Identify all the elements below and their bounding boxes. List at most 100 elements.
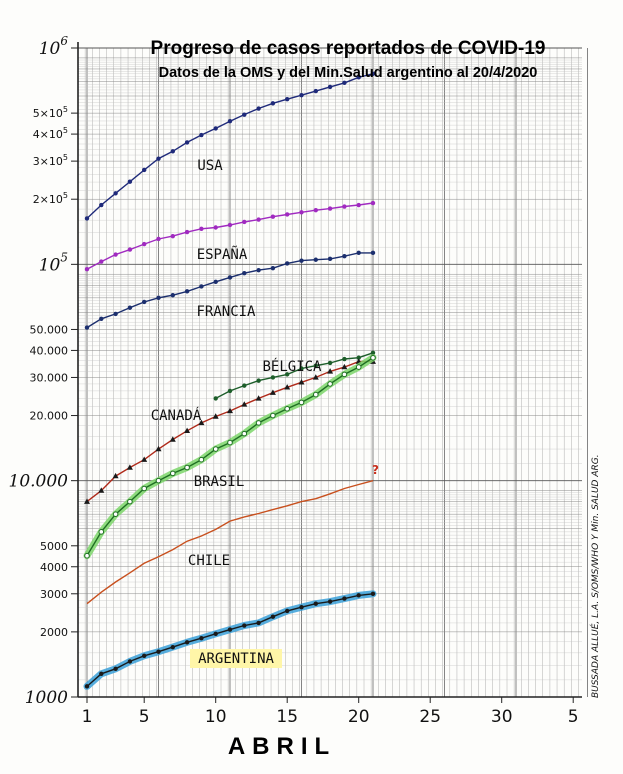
point-francia	[370, 250, 376, 256]
point-usa	[356, 75, 361, 80]
point-espana	[285, 212, 290, 217]
point-espana	[227, 222, 233, 228]
point-francia	[299, 258, 304, 263]
point-usa	[242, 112, 247, 117]
y-tick-label: 10.000	[9, 472, 69, 492]
point-espana	[342, 204, 347, 209]
point-brasil	[127, 498, 133, 505]
point-usa	[170, 149, 175, 154]
point-francia	[84, 325, 90, 330]
point-brasil	[241, 430, 248, 437]
point-brasil	[355, 364, 362, 370]
point-francia	[256, 267, 261, 273]
point-brasil	[198, 456, 205, 463]
point-argentina	[142, 653, 147, 659]
x-tick-label: 1	[82, 707, 93, 727]
point-usa	[256, 106, 261, 111]
point-belgica	[313, 363, 318, 368]
point-canada	[255, 395, 262, 401]
point-canada	[241, 401, 248, 407]
point-argentina	[285, 608, 290, 614]
point-brasil	[112, 511, 119, 517]
point-espana	[213, 225, 218, 230]
point-francia	[227, 275, 233, 280]
point-belgica	[256, 378, 261, 383]
point-brasil	[370, 354, 376, 361]
point-francia	[242, 270, 247, 276]
point-argentina	[113, 666, 118, 672]
point-francia	[285, 261, 290, 266]
x-tick-label: 30	[491, 707, 513, 727]
point-usa	[213, 126, 218, 131]
point-belgica	[356, 355, 361, 360]
point-belgica	[327, 360, 333, 366]
point-espana	[99, 259, 104, 264]
point-brasil	[298, 399, 305, 406]
x-tick-label: 25	[419, 707, 441, 727]
point-argentina	[299, 605, 304, 610]
point-usa	[227, 118, 233, 124]
y-tick-label: 105	[39, 250, 68, 275]
point-argentina	[227, 627, 233, 632]
point-espana	[199, 226, 204, 231]
point-canada	[212, 413, 219, 419]
point-canada	[327, 368, 334, 374]
point-brasil	[313, 391, 319, 398]
y-tick-label: 2×105	[33, 191, 68, 206]
point-francia	[313, 257, 318, 262]
y-tick-exponent: 6	[60, 34, 68, 48]
point-francia	[156, 295, 161, 301]
point-canada	[227, 407, 233, 414]
y-tick-label: 3000	[40, 588, 68, 601]
series-label-espana: ESPAÑA	[197, 246, 248, 263]
point-usa	[342, 80, 347, 86]
point-usa	[99, 202, 104, 208]
point-usa	[142, 167, 147, 173]
point-espana	[184, 229, 190, 235]
point-belgica	[370, 350, 376, 355]
argentina-label-highlight	[190, 649, 282, 668]
point-francia	[142, 299, 147, 305]
point-francia	[127, 305, 133, 310]
y-tick-label: 40.000	[30, 344, 69, 357]
point-brasil	[284, 405, 291, 412]
point-canada	[98, 487, 105, 493]
x-axis-label: ABRIL	[228, 733, 336, 760]
point-usa	[327, 84, 333, 90]
point-usa	[127, 179, 133, 184]
point-espana	[270, 214, 276, 219]
point-brasil	[327, 381, 333, 387]
y-tick-label: 1000	[25, 688, 68, 708]
point-usa	[156, 156, 161, 161]
point-francia	[113, 311, 118, 317]
point-canada	[284, 384, 291, 390]
source-note: BUSSADA ALLUÉ, L.A. S/OMS/WHO Y Min. SAL…	[589, 454, 601, 698]
point-espana	[356, 202, 361, 208]
point-espana	[142, 241, 147, 247]
point-belgica	[242, 383, 247, 388]
x-tick-label: 20	[348, 707, 370, 727]
point-canada	[269, 389, 276, 395]
point-argentina	[213, 631, 218, 636]
point-argentina	[127, 659, 133, 664]
point-brasil	[155, 477, 162, 484]
point-canada	[84, 498, 90, 504]
point-belgica	[299, 366, 304, 371]
point-usa	[270, 101, 276, 106]
point-espana	[113, 252, 118, 257]
point-espana	[127, 247, 133, 252]
x-tick-labels: 1 5 10 15 20 25 30 5	[82, 697, 579, 727]
series-labels: USA ESPAÑA FRANCIA BÉLGICA CANADÁ BRASIL CHILE…	[151, 158, 322, 668]
x-tick-label: 10	[205, 707, 227, 727]
point-brasil	[170, 470, 176, 477]
point-brasil	[98, 529, 105, 535]
y-tick-exponent: 5	[63, 153, 68, 162]
y-tick-label: 5×105	[33, 105, 68, 120]
point-francia	[99, 316, 104, 322]
y-tick-label: 2000	[40, 626, 68, 639]
point-espana	[170, 233, 175, 239]
point-brasil	[184, 464, 190, 471]
y-tick-label: 20.000	[30, 410, 69, 423]
point-francia	[342, 254, 347, 259]
point-canada	[155, 445, 162, 452]
